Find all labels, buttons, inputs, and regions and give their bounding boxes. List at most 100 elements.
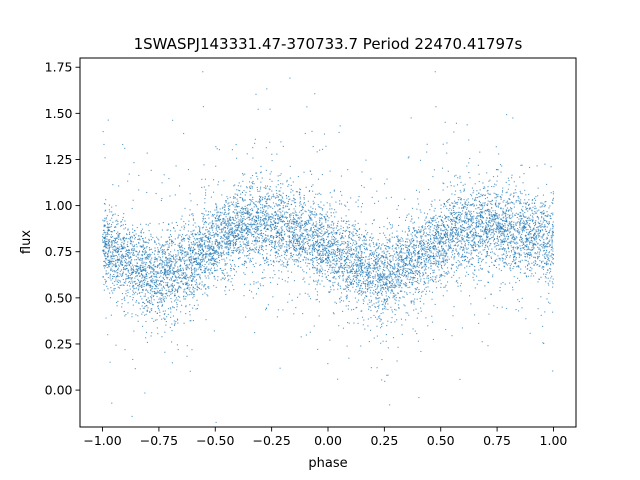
- data-point: [312, 208, 314, 210]
- data-point: [319, 231, 321, 234]
- data-point: [124, 265, 126, 267]
- data-point: [355, 307, 357, 309]
- data-point: [132, 266, 135, 268]
- data-point: [278, 218, 281, 220]
- data-point: [340, 287, 342, 289]
- data-point: [385, 237, 387, 239]
- data-point: [275, 213, 277, 215]
- data-point: [392, 311, 394, 313]
- data-point: [531, 210, 533, 212]
- data-point: [234, 219, 236, 222]
- data-point: [485, 225, 487, 227]
- data-point: [419, 274, 421, 276]
- data-point: [265, 248, 267, 251]
- data-point: [262, 235, 264, 238]
- data-point: [242, 174, 244, 176]
- data-point: [110, 236, 113, 238]
- data-point: [257, 201, 259, 203]
- data-point: [360, 310, 362, 312]
- data-point: [240, 245, 243, 247]
- data-point: [545, 277, 547, 279]
- data-point: [360, 285, 362, 287]
- data-point: [108, 259, 110, 262]
- data-point: [332, 282, 334, 284]
- data-point: [213, 251, 215, 253]
- data-point: [508, 221, 510, 223]
- data-point: [241, 235, 243, 237]
- data-point: [390, 274, 392, 276]
- data-point: [443, 251, 445, 253]
- data-point: [459, 285, 461, 287]
- data-point: [388, 277, 390, 279]
- data-point: [522, 247, 524, 249]
- data-point: [189, 290, 191, 293]
- data-point: [457, 177, 459, 179]
- data-point: [294, 234, 296, 236]
- data-point: [262, 241, 264, 243]
- data-point: [177, 282, 179, 284]
- data-point: [145, 285, 147, 287]
- data-point: [540, 236, 542, 238]
- data-point: [478, 245, 480, 247]
- data-point: [446, 259, 448, 261]
- data-point: [377, 292, 379, 294]
- data-point: [520, 199, 522, 201]
- data-point: [202, 217, 204, 220]
- data-point: [376, 310, 379, 312]
- data-point: [504, 258, 506, 260]
- data-point: [512, 216, 514, 218]
- data-point: [176, 260, 178, 262]
- data-point: [369, 243, 371, 245]
- data-point: [425, 286, 427, 288]
- data-point: [443, 206, 445, 208]
- data-point: [194, 252, 196, 254]
- data-point: [238, 225, 240, 227]
- data-point: [428, 222, 430, 224]
- data-point: [142, 301, 144, 303]
- data-point: [291, 220, 293, 222]
- data-point: [146, 278, 148, 280]
- data-point: [487, 189, 489, 192]
- data-point: [253, 234, 255, 236]
- data-point: [302, 208, 304, 210]
- data-point: [225, 293, 227, 296]
- data-point: [375, 316, 377, 318]
- data-point: [112, 236, 114, 238]
- data-point: [141, 258, 143, 260]
- data-point: [377, 255, 379, 257]
- data-point: [158, 292, 160, 294]
- data-point: [394, 284, 396, 286]
- data-point: [266, 221, 268, 223]
- data-point: [261, 207, 264, 209]
- data-point: [106, 238, 108, 240]
- data-point: [323, 225, 325, 227]
- data-point: [340, 259, 343, 261]
- data-point: [538, 232, 540, 234]
- data-point: [124, 247, 126, 249]
- data-point: [272, 207, 274, 209]
- data-point: [255, 243, 257, 245]
- data-point: [538, 248, 540, 250]
- data-point: [463, 249, 465, 251]
- data-point: [223, 222, 225, 224]
- data-point: [399, 297, 401, 299]
- data-point: [202, 213, 204, 215]
- data-point: [220, 223, 222, 225]
- data-point: [198, 243, 200, 245]
- data-point: [285, 206, 287, 208]
- data-point: [335, 265, 337, 267]
- data-point: [361, 251, 363, 253]
- data-point: [533, 202, 536, 204]
- data-point: [190, 255, 192, 257]
- data-point: [486, 254, 488, 257]
- data-point: [270, 226, 272, 228]
- data-point: [490, 212, 492, 214]
- data-point: [118, 259, 120, 261]
- data-point: [494, 210, 496, 212]
- data-point: [483, 229, 485, 231]
- data-point: [348, 224, 350, 226]
- data-point: [150, 289, 152, 291]
- data-point: [497, 230, 500, 232]
- data-point: [319, 268, 321, 270]
- data-point: [496, 180, 498, 182]
